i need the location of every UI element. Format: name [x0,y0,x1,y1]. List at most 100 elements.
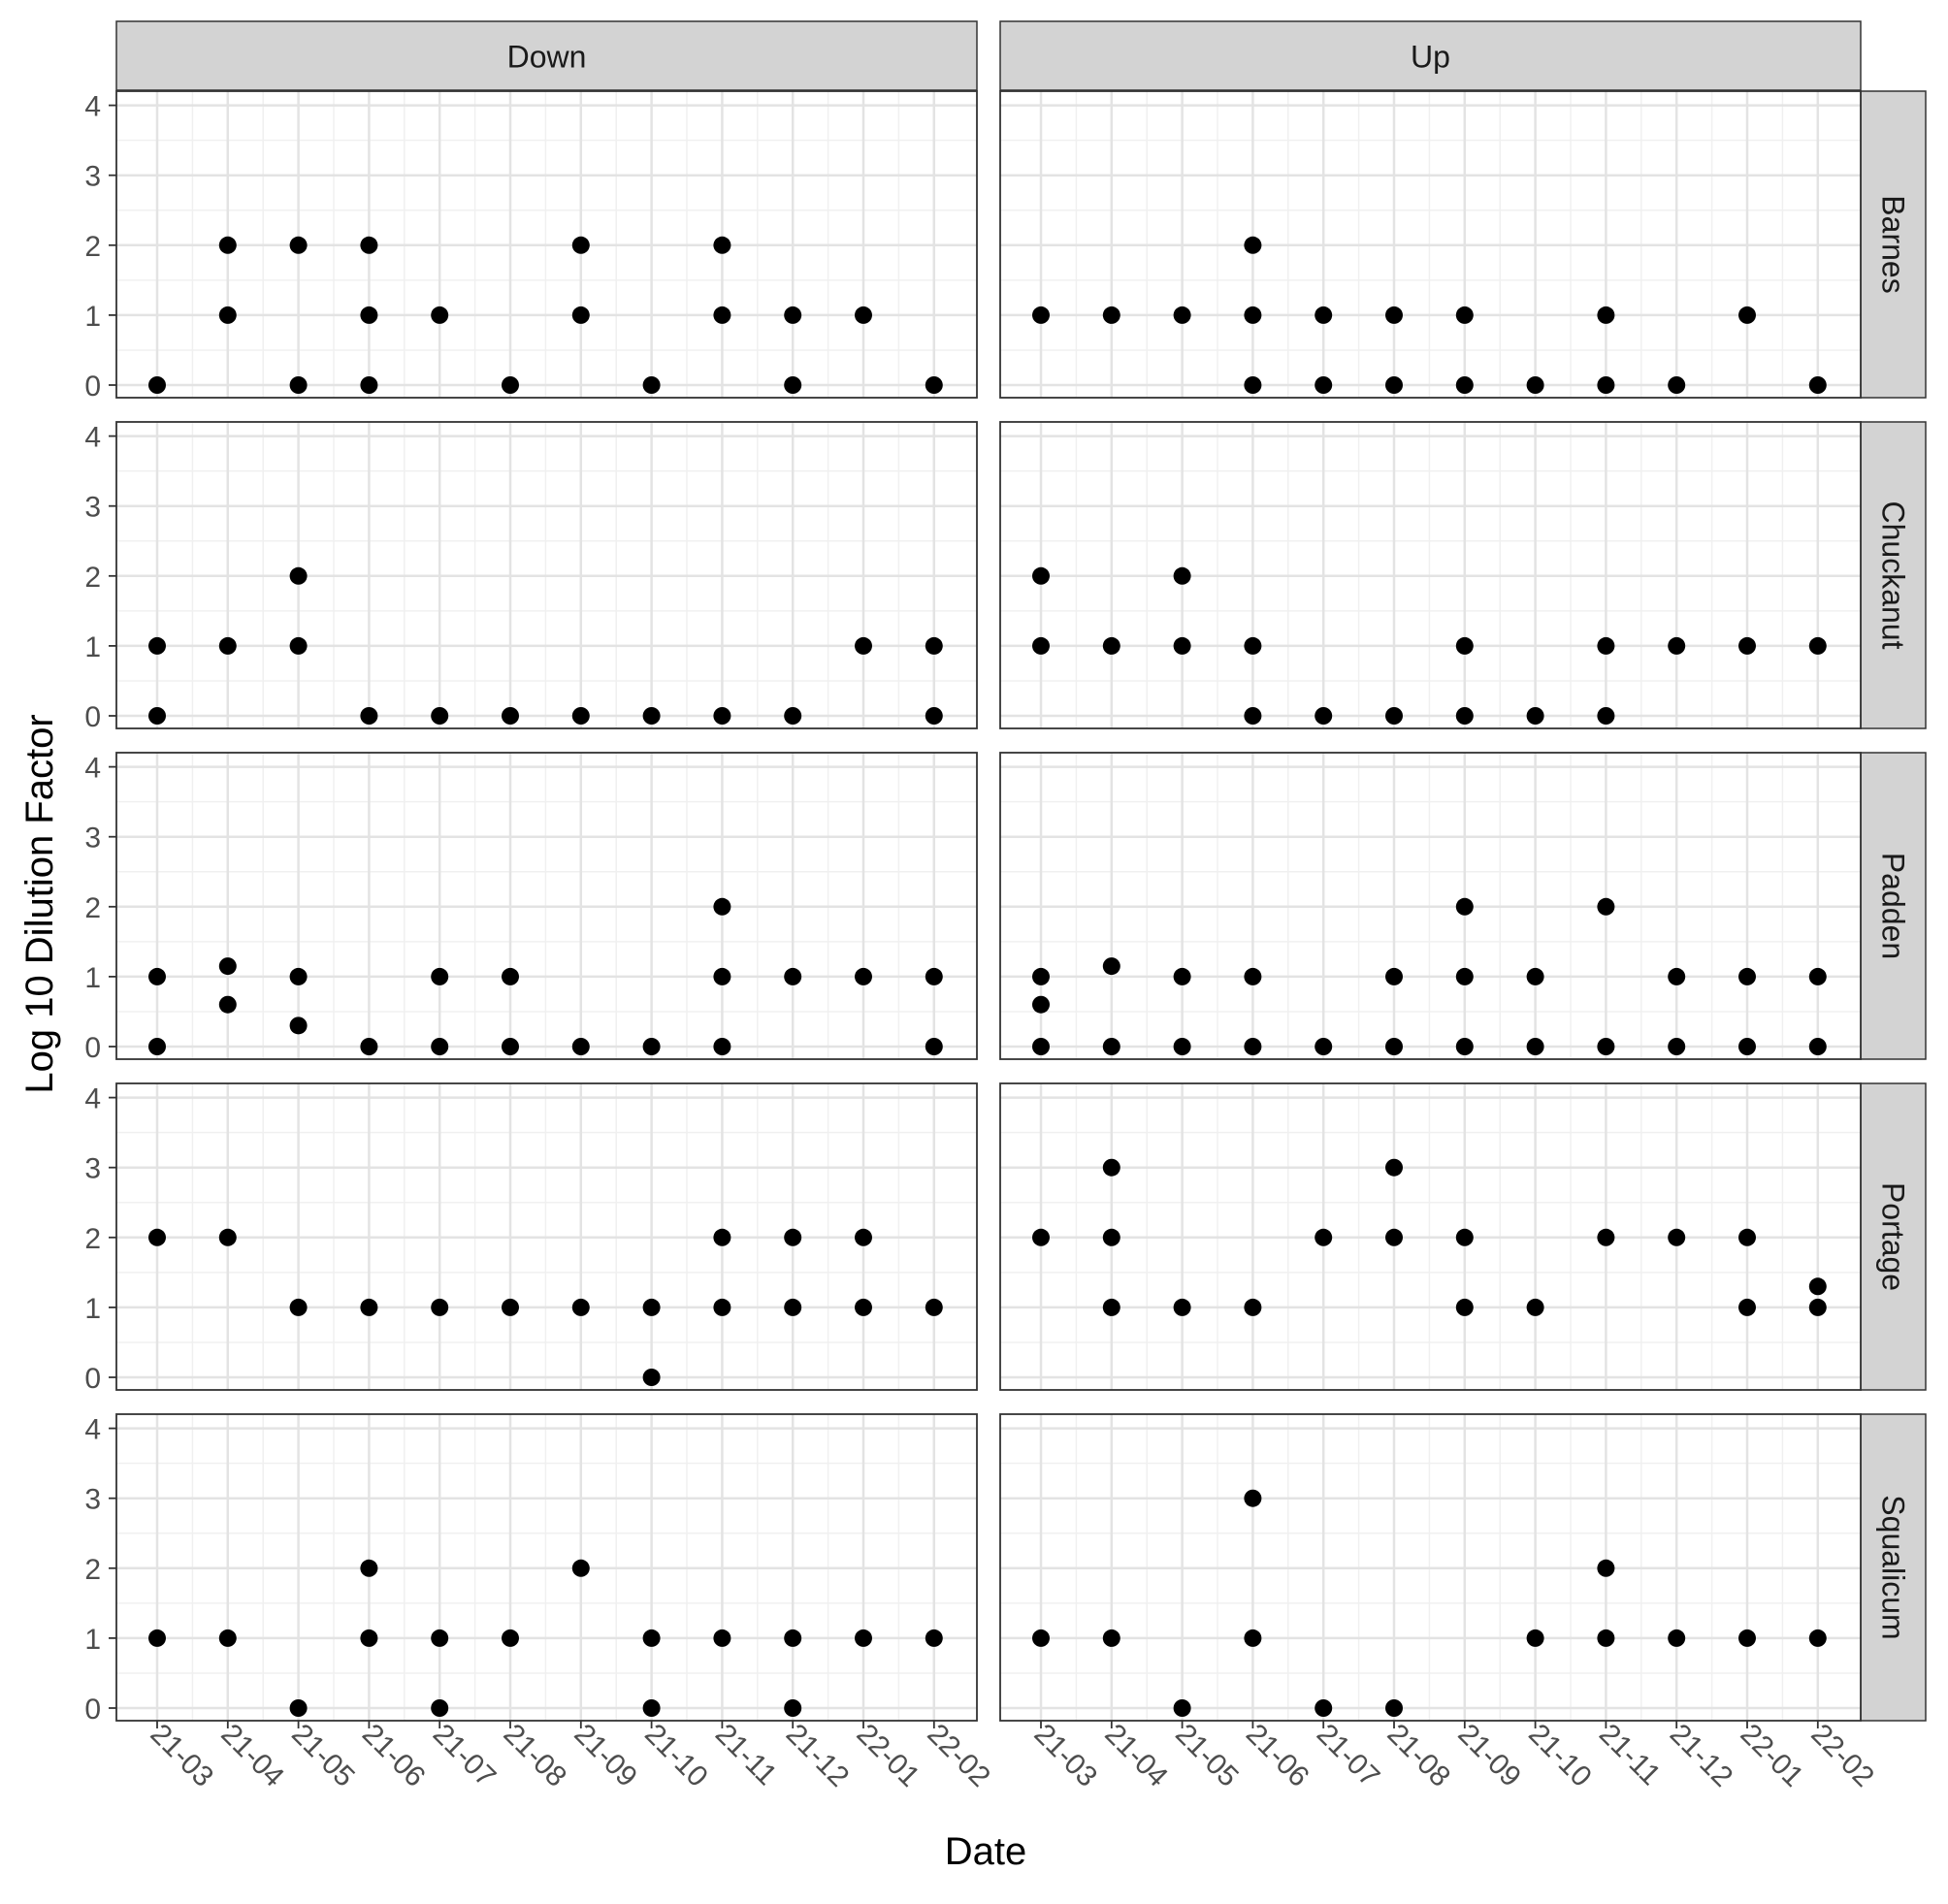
data-point [571,236,590,254]
data-point [1738,1038,1756,1055]
data-point [713,1629,731,1647]
data-point [360,306,378,324]
data-point [1315,1228,1333,1246]
data-point [1668,636,1686,655]
data-point [642,1298,661,1316]
y-tick-label: 2 [84,562,101,594]
data-point [1102,1158,1120,1177]
data-point [1102,306,1120,324]
data-point [855,1298,872,1316]
facet-panel [115,1413,978,1722]
row-strip [1860,1082,1927,1391]
data-point [502,967,519,985]
data-point [855,1629,872,1647]
column-strip [999,20,1862,91]
data-point [1808,1298,1827,1316]
data-point [1808,967,1827,985]
data-point [925,967,943,985]
data-point [289,236,308,254]
y-tick-label: 3 [84,1153,101,1185]
data-point [1385,1699,1403,1717]
data-point [1385,1228,1403,1246]
row-strip-label: Portage [1876,1182,1911,1291]
data-point [1032,967,1050,985]
data-point [1385,707,1403,725]
data-point [1808,1277,1827,1296]
data-point [1668,1038,1686,1055]
y-tick-label: 4 [84,1083,101,1115]
data-point [148,967,166,985]
data-point [1738,306,1756,324]
data-point [1173,1298,1191,1316]
data-point [1315,376,1333,394]
y-tick-label: 0 [84,371,101,403]
data-point [1032,995,1050,1014]
data-point [1597,306,1615,324]
y-tick-label: 0 [84,1032,101,1064]
data-point [431,707,449,725]
data-point [1455,376,1474,394]
data-point [1738,1298,1756,1316]
data-point [713,897,731,916]
y-tick-label: 2 [84,892,101,924]
data-point [784,376,802,394]
data-point [1385,967,1403,985]
data-point [642,1629,661,1647]
data-point [1173,1038,1191,1055]
data-point [1102,1228,1120,1246]
data-point [1102,957,1120,976]
data-point [1738,1228,1756,1246]
data-point [642,376,661,394]
data-point [713,1228,731,1246]
data-point [1385,306,1403,324]
data-point [289,566,308,585]
data-point [1597,1559,1615,1577]
data-point [502,376,519,394]
data-point [855,967,872,985]
data-point [1668,376,1686,394]
column-strip-label: Down [507,40,587,75]
facet-panel [115,1082,978,1391]
y-tick-label: 1 [84,962,101,994]
facet-panel [115,752,978,1060]
data-point [1102,1298,1120,1316]
data-point [1385,1038,1403,1055]
data-point [502,707,519,725]
data-point [1597,1228,1615,1246]
y-tick-label: 4 [84,422,101,454]
data-point [502,1038,519,1055]
data-point [1173,636,1191,655]
data-point [1385,1158,1403,1177]
data-point [1526,967,1544,985]
data-point [713,1298,731,1316]
data-point [1455,1228,1474,1246]
row-strip [1860,752,1927,1060]
data-point [925,636,943,655]
data-point [360,376,378,394]
data-point [642,1369,661,1386]
data-point [1455,897,1474,916]
column-strip [115,20,978,91]
data-point [571,1559,590,1577]
data-point [1244,636,1262,655]
data-point [1315,306,1333,324]
data-point [218,1629,237,1647]
data-point [784,1298,802,1316]
data-point [1385,376,1403,394]
data-point [289,1017,308,1035]
panel-border [999,1413,1862,1722]
y-tick-label: 4 [84,1414,101,1446]
data-point [1597,636,1615,655]
data-point [1244,1298,1262,1316]
y-tick-label: 1 [84,1624,101,1656]
data-point [1244,1629,1262,1647]
data-point [1597,897,1615,916]
y-tick-label: 0 [84,701,101,733]
data-point [502,1629,519,1647]
data-point [148,1629,166,1647]
data-point [1455,306,1474,324]
data-point [713,306,731,324]
x-axis-title: Date [945,1830,1027,1873]
